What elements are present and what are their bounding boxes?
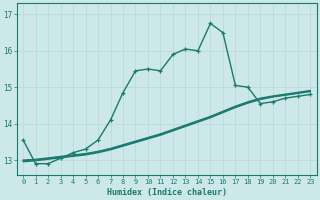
X-axis label: Humidex (Indice chaleur): Humidex (Indice chaleur) bbox=[107, 188, 227, 197]
